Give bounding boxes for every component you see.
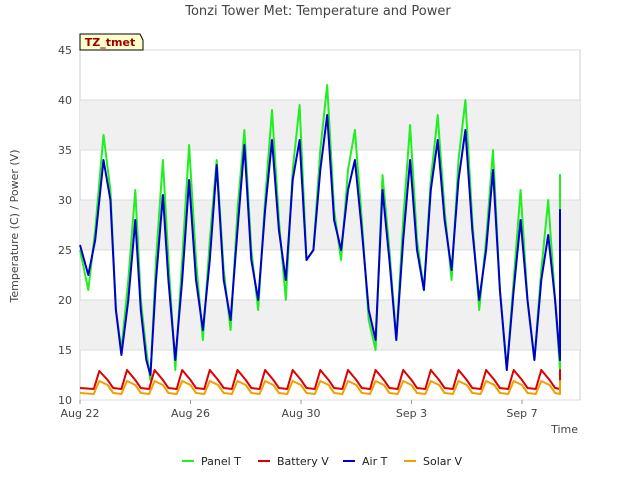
chart-title: Tonzi Tower Met: Temperature and Power bbox=[184, 4, 451, 19]
legend: Panel T Battery V Air T Solar V bbox=[182, 455, 463, 468]
y-tick-label: 30 bbox=[58, 194, 72, 207]
x-tick-label: Aug 30 bbox=[282, 407, 321, 420]
series-line-solar-v bbox=[79, 380, 561, 395]
plot-band bbox=[80, 200, 580, 250]
series-line-air-t bbox=[79, 114, 561, 376]
legend-label: Solar V bbox=[423, 455, 463, 468]
y-tick-label: 20 bbox=[58, 294, 72, 307]
y-axis-label: Temperature (C) / Power (V) bbox=[8, 149, 21, 303]
y-tick-label: 35 bbox=[58, 144, 72, 157]
legend-label: Battery V bbox=[277, 455, 329, 468]
y-tick-label: 45 bbox=[58, 44, 72, 57]
x-axis-ticks: Aug 22 Aug 26 Aug 30 Sep 3 Sep 7 bbox=[61, 400, 538, 420]
legend-label: Panel T bbox=[201, 455, 241, 468]
series-lines bbox=[79, 84, 561, 395]
plot-band bbox=[80, 300, 580, 350]
y-tick-label: 10 bbox=[58, 394, 72, 407]
station-tag-label: TZ_tmet bbox=[85, 36, 135, 49]
x-tick-label: Aug 26 bbox=[171, 407, 210, 420]
x-tick-label: Sep 7 bbox=[506, 407, 537, 420]
y-tick-label: 25 bbox=[58, 244, 72, 257]
y-tick-label: 15 bbox=[58, 344, 72, 357]
legend-label: Air T bbox=[362, 455, 388, 468]
x-axis-label: Time bbox=[550, 423, 578, 436]
series-line-battery-v bbox=[79, 369, 561, 390]
station-tag: TZ_tmet bbox=[79, 33, 144, 51]
x-tick-label: Aug 22 bbox=[61, 407, 100, 420]
y-tick-label: 40 bbox=[58, 94, 72, 107]
x-tick-label: Sep 3 bbox=[396, 407, 427, 420]
y-axis-ticks: 10 15 20 25 30 35 40 45 bbox=[58, 44, 72, 407]
